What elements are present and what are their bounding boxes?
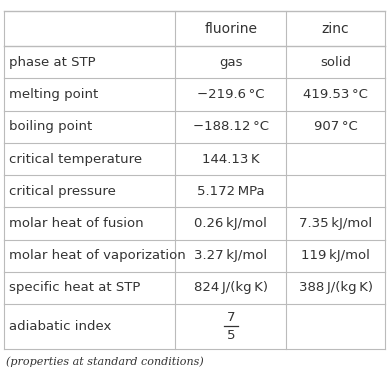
Text: molar heat of fusion: molar heat of fusion <box>9 217 143 230</box>
Text: (properties at standard conditions): (properties at standard conditions) <box>6 356 203 367</box>
Text: solid: solid <box>320 56 351 69</box>
Text: 7.35 kJ/mol: 7.35 kJ/mol <box>299 217 372 230</box>
Text: phase at STP: phase at STP <box>9 56 95 69</box>
Text: zinc: zinc <box>322 22 349 36</box>
Text: 7: 7 <box>226 310 235 324</box>
Text: 824 J/(kg K): 824 J/(kg K) <box>194 282 268 294</box>
Text: critical temperature: critical temperature <box>9 153 142 165</box>
Text: fluorine: fluorine <box>204 22 257 36</box>
Text: 119 kJ/mol: 119 kJ/mol <box>301 249 370 262</box>
Text: −188.12 °C: −188.12 °C <box>193 120 269 133</box>
Text: 0.26 kJ/mol: 0.26 kJ/mol <box>194 217 267 230</box>
Text: 144.13 K: 144.13 K <box>202 153 259 165</box>
Text: 388 J/(kg K): 388 J/(kg K) <box>298 282 373 294</box>
Text: 5: 5 <box>226 329 235 342</box>
Text: specific heat at STP: specific heat at STP <box>9 282 140 294</box>
Text: melting point: melting point <box>9 88 98 101</box>
Text: gas: gas <box>219 56 242 69</box>
Text: molar heat of vaporization: molar heat of vaporization <box>9 249 185 262</box>
Text: 419.53 °C: 419.53 °C <box>303 88 368 101</box>
Text: 3.27 kJ/mol: 3.27 kJ/mol <box>194 249 267 262</box>
Text: −219.6 °C: −219.6 °C <box>197 88 265 101</box>
Text: critical pressure: critical pressure <box>9 185 116 198</box>
Text: adiabatic index: adiabatic index <box>9 320 111 333</box>
Text: 907 °C: 907 °C <box>314 120 357 133</box>
Text: boiling point: boiling point <box>9 120 92 133</box>
Text: 5.172 MPa: 5.172 MPa <box>197 185 265 198</box>
